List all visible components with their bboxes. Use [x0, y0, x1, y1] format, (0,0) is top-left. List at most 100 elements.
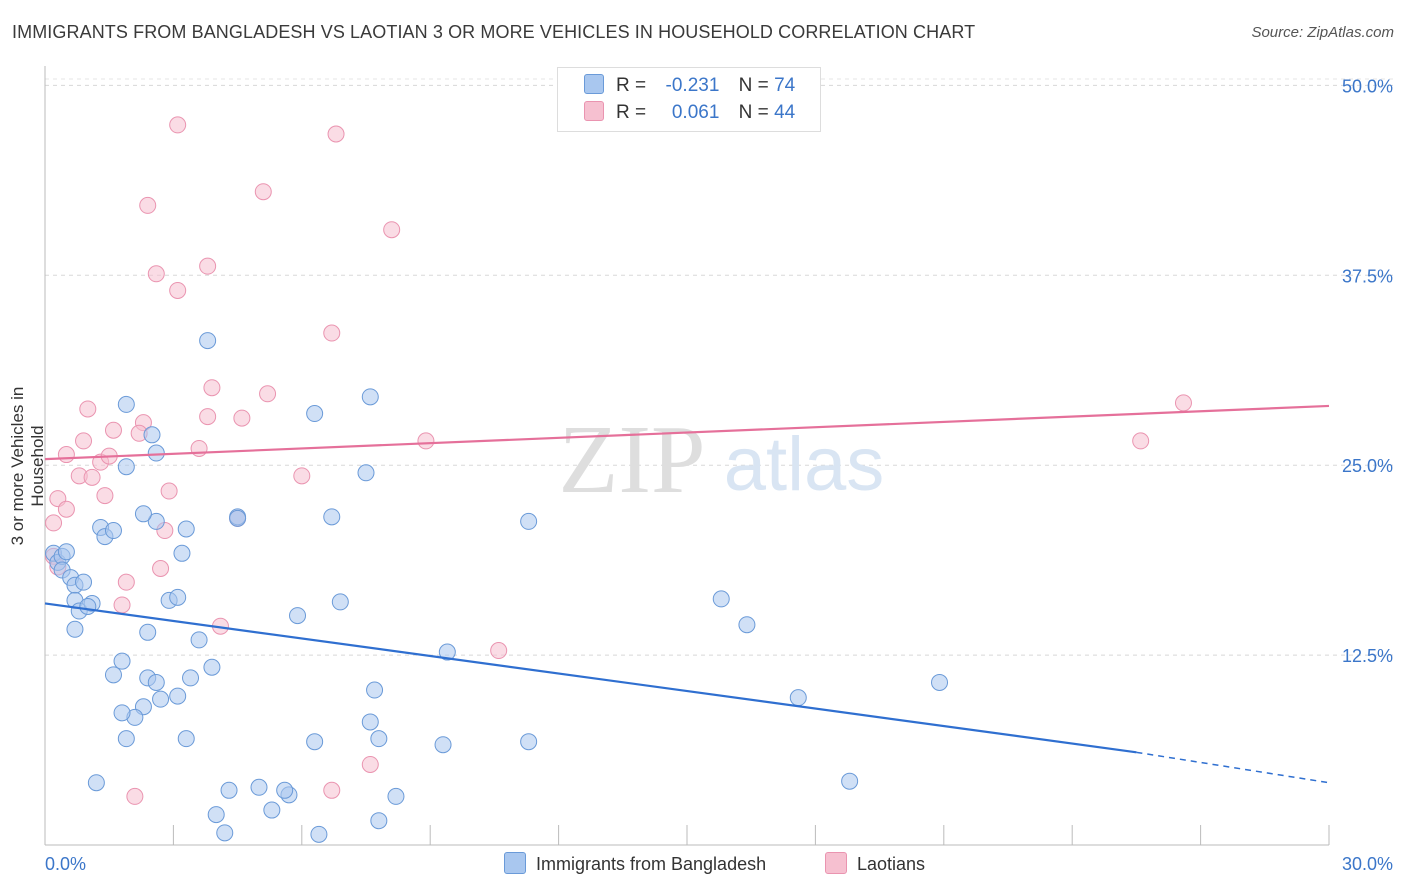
bangladesh-point — [361, 713, 379, 731]
laotian-point — [126, 787, 144, 805]
bangladesh-trend-extension — [1136, 751, 1330, 784]
laotian-point — [327, 125, 345, 143]
laotian-point — [96, 487, 114, 505]
laotian-point — [117, 573, 135, 591]
y-tick-label: 25.0% — [1342, 456, 1393, 476]
legend-r-value: 0.061 — [671, 102, 720, 123]
bangladesh-point — [738, 616, 756, 634]
laotian-point — [293, 467, 311, 485]
bangladesh-point — [207, 806, 225, 824]
bangladesh-point — [289, 607, 307, 625]
laotian-point — [203, 379, 221, 397]
bangladesh-point — [712, 590, 730, 608]
bangladesh-trend-line — [44, 602, 1137, 754]
laotian-point — [361, 755, 379, 773]
legend-n-value: 44 — [774, 102, 796, 123]
bangladesh-point — [306, 405, 324, 423]
bangladesh-point — [117, 395, 135, 413]
bottom-legend-laotian: Laotians — [825, 852, 925, 875]
chart-title: IMMIGRANTS FROM BANGLADESH VS LAOTIAN 3 … — [12, 22, 976, 42]
bangladesh-point — [117, 730, 135, 748]
bangladesh-point — [310, 825, 328, 843]
bangladesh-point — [931, 673, 949, 691]
laotian-point — [83, 468, 101, 486]
bangladesh-point — [357, 464, 375, 482]
laotian-legend-label: Laotians — [857, 854, 926, 874]
bangladesh-point — [75, 573, 93, 591]
correlation-legend: R = -0.231 N = 74 R = 0.061 N = 44 — [557, 67, 821, 132]
laotian-point — [152, 560, 170, 577]
source-credit: Source: ZipAtlas.com — [1251, 24, 1394, 41]
bangladesh-point — [520, 733, 538, 751]
bangladesh-point — [263, 801, 281, 819]
laotian-point — [139, 196, 157, 214]
bangladesh-point — [229, 509, 247, 527]
legend-row-laotian: R = 0.061 N = 44 — [584, 101, 795, 127]
legend-r-label: R = — [616, 102, 647, 123]
bangladesh-point — [147, 512, 165, 530]
legend-n-value: 74 — [774, 75, 796, 96]
watermark-zip: ZIP — [559, 406, 706, 514]
laotian-point — [254, 183, 272, 201]
bangladesh-point — [113, 704, 131, 722]
laotian-point — [323, 324, 341, 342]
bangladesh-point — [199, 332, 217, 350]
bangladesh-point — [520, 512, 538, 530]
bangladesh-point — [139, 623, 157, 641]
laotian-point — [160, 482, 178, 500]
tick-labels: 12.5% 25.0% 37.5% 50.0% 0.0% 30.0% — [45, 76, 1393, 874]
laotian-point — [147, 265, 165, 283]
x-tick-label: 0.0% — [45, 854, 86, 874]
bangladesh-point — [216, 824, 234, 842]
bangladesh-points — [45, 332, 949, 843]
legend-n-label: N = — [738, 75, 769, 96]
bangladesh-point — [177, 520, 195, 538]
laotian-point — [57, 500, 75, 518]
laotian-point — [1132, 432, 1150, 450]
bangladesh-point — [104, 666, 122, 684]
bangladesh-point — [169, 588, 187, 606]
laotian-point — [104, 421, 122, 439]
bangladesh-point — [113, 652, 131, 670]
y-tick-label: 50.0% — [1342, 76, 1393, 96]
bottom-legend-bangladesh: Immigrants from Bangladesh — [504, 852, 766, 875]
bangladesh-point — [177, 730, 195, 748]
legend-r-label: R = — [616, 75, 647, 96]
bangladesh-point — [87, 774, 105, 792]
laotian-point — [199, 408, 217, 426]
bangladesh-point — [104, 522, 122, 540]
bangladesh-point — [169, 687, 187, 705]
bangladesh-point — [276, 781, 294, 799]
laotian-point — [75, 432, 93, 450]
gridlines — [45, 78, 1395, 656]
bangladesh-point — [323, 508, 341, 526]
laotian-point — [45, 514, 63, 532]
bangladesh-swatch — [504, 852, 526, 874]
y-axis-label: 3 or more Vehicles in Household — [8, 386, 47, 546]
bangladesh-point — [203, 658, 221, 676]
bangladesh-swatch — [584, 74, 604, 94]
y-tick-label: 12.5% — [1342, 646, 1393, 666]
bangladesh-point — [361, 388, 379, 406]
watermark-atlas: atlas — [724, 422, 885, 507]
bangladesh-point — [143, 426, 161, 444]
axes — [44, 66, 1330, 846]
legend-row-bangladesh: R = -0.231 N = 74 — [584, 74, 795, 100]
laotian-point — [323, 781, 341, 799]
bangladesh-point — [66, 620, 84, 638]
trend-lines — [44, 404, 1330, 784]
laotian-trend-line — [44, 404, 1330, 461]
bangladesh-point — [370, 730, 388, 748]
bangladesh-point — [366, 681, 384, 699]
bangladesh-point — [306, 733, 324, 751]
laotian-point — [259, 385, 277, 403]
bangladesh-point — [370, 812, 388, 830]
laotian-point — [169, 281, 187, 299]
laotian-swatch — [584, 101, 604, 121]
x-tick-label: 30.0% — [1342, 854, 1393, 874]
laotian-point — [383, 221, 401, 239]
bangladesh-point — [147, 444, 165, 462]
bangladesh-point — [152, 690, 170, 708]
bangladesh-point — [182, 669, 200, 687]
